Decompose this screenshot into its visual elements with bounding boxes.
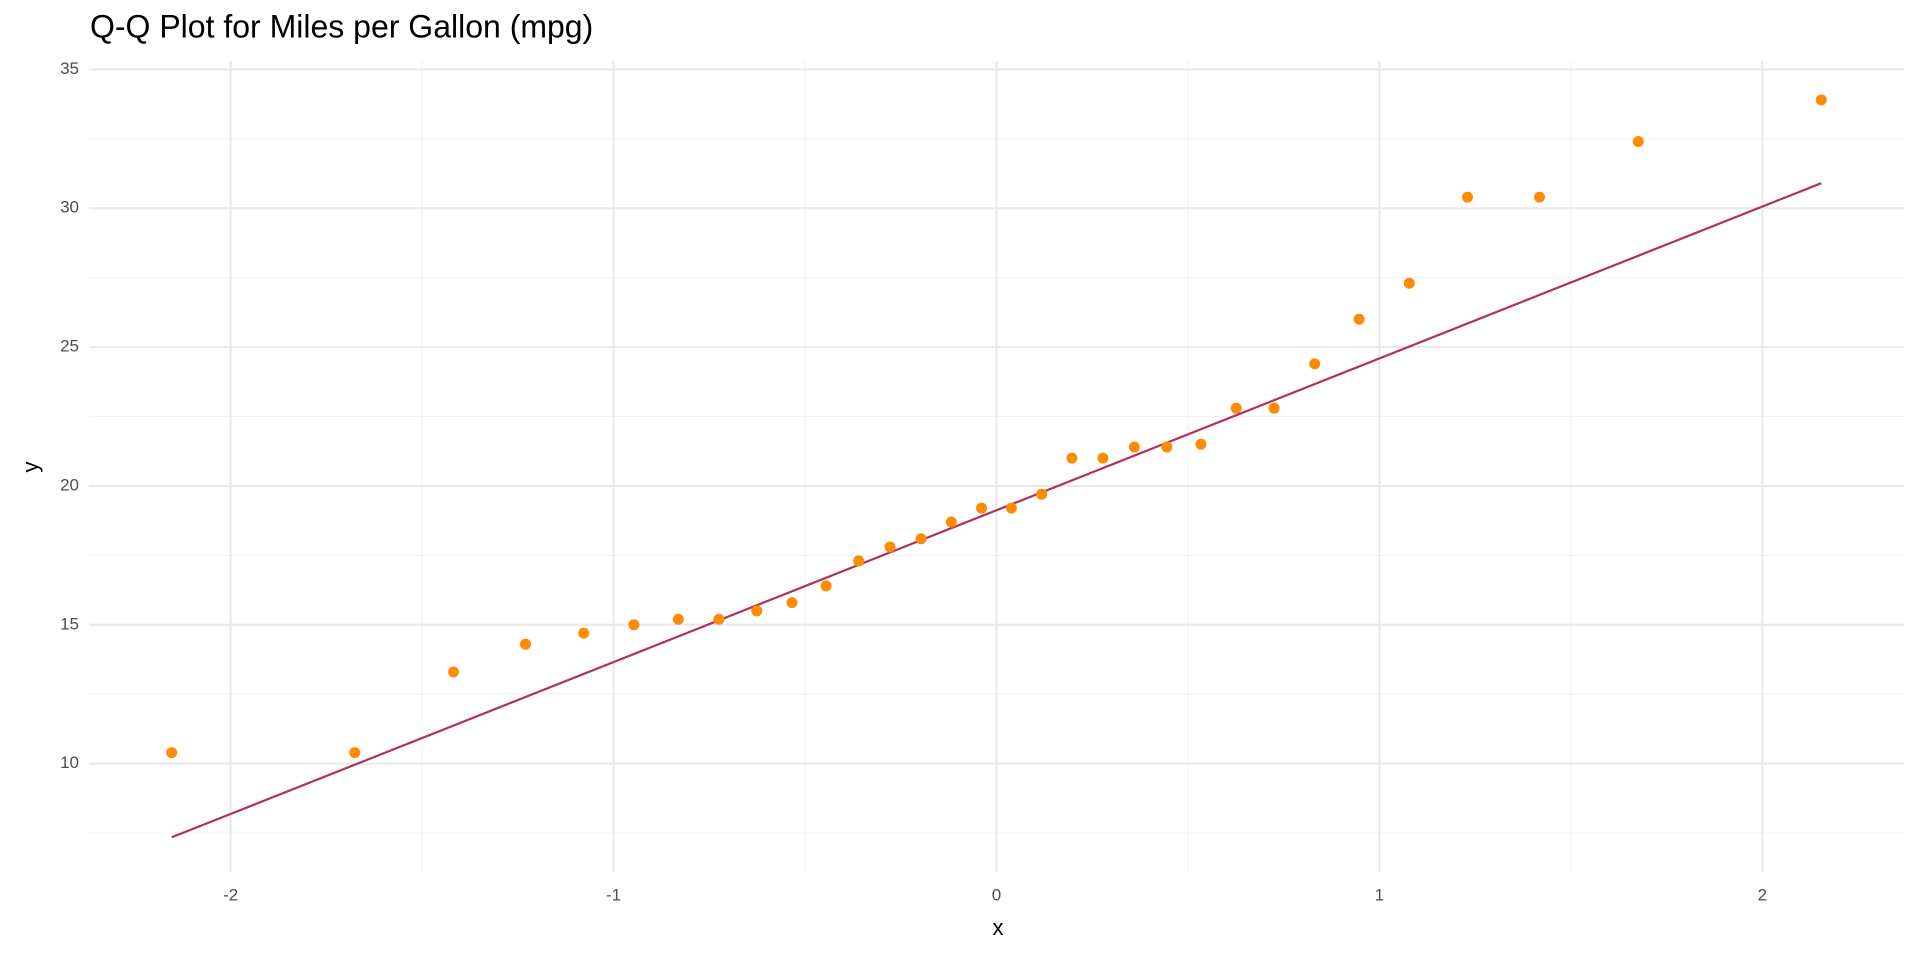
point [1353, 313, 1365, 325]
point [853, 555, 865, 567]
x-tick-label: 0 [992, 885, 1001, 904]
reference-line [171, 182, 1822, 839]
point [1815, 94, 1827, 106]
y-tick-label: 25 [60, 337, 79, 356]
point [628, 619, 640, 631]
x-tick-label: -2 [223, 885, 238, 904]
point [945, 516, 957, 528]
point [166, 747, 178, 759]
point [448, 666, 460, 678]
point [1005, 502, 1017, 514]
point [1097, 452, 1109, 464]
point [349, 747, 361, 759]
x-tick-label: 1 [1375, 885, 1384, 904]
y-tick-label: 15 [60, 614, 79, 633]
point [1461, 191, 1473, 203]
point [1268, 402, 1280, 414]
point [1230, 402, 1242, 414]
point [976, 502, 988, 514]
y-tick-label: 20 [60, 475, 79, 494]
x-tick-label: -1 [606, 885, 621, 904]
point [578, 627, 590, 639]
point [1403, 277, 1415, 289]
point [1195, 438, 1207, 450]
point [1036, 488, 1048, 500]
y-axis-label: y [18, 462, 43, 473]
point [1066, 452, 1078, 464]
point [1533, 191, 1545, 203]
point [520, 638, 532, 650]
point [884, 541, 896, 553]
x-tick-label: 2 [1758, 885, 1767, 904]
y-tick-label: 10 [60, 753, 79, 772]
point [786, 597, 798, 609]
point [1309, 358, 1321, 370]
point [672, 613, 684, 625]
point [1128, 441, 1140, 453]
point [1161, 441, 1173, 453]
x-axis-label: x [993, 915, 1004, 940]
point [751, 605, 763, 617]
y-tick-label: 35 [60, 59, 79, 78]
point [713, 613, 725, 625]
point [1632, 136, 1644, 148]
y-tick-label: 30 [60, 198, 79, 217]
point [820, 580, 832, 592]
chart-title: Q-Q Plot for Miles per Gallon (mpg) [90, 8, 593, 44]
point [915, 533, 927, 545]
